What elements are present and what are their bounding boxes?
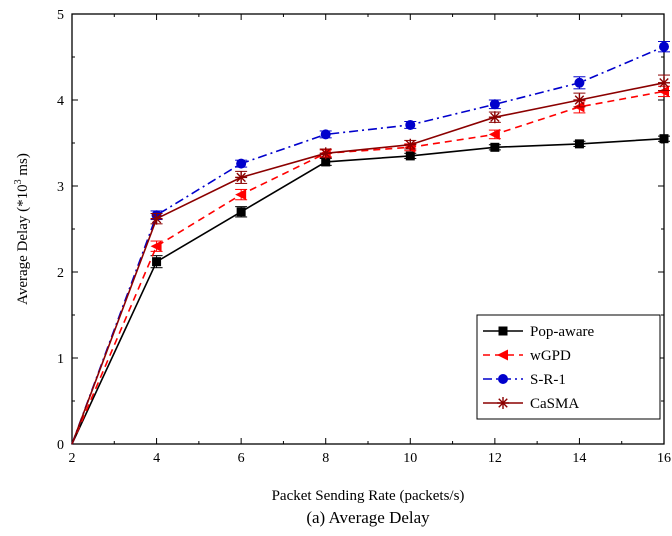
legend-label: S-R-1 (530, 372, 566, 388)
data-point (405, 119, 416, 130)
y-axis-label: Average Delay (*103 ms) (13, 153, 31, 305)
data-point (405, 151, 415, 161)
data-point (321, 157, 331, 167)
data-point (236, 207, 246, 217)
legend-label: Pop-aware (530, 324, 594, 340)
legend-item: CaSMA (483, 396, 579, 412)
x-tick-label: 16 (657, 451, 671, 466)
series-line (71, 90, 665, 445)
legend-marker (498, 326, 508, 336)
legend-item: S-R-1 (483, 372, 566, 388)
data-point (490, 142, 500, 152)
legend-marker (497, 397, 509, 409)
x-tick-label: 2 (69, 451, 76, 466)
x-tick-label: 8 (322, 451, 329, 466)
x-axis-label: Packet Sending Rate (packets/s) (272, 488, 465, 504)
series-line (71, 137, 665, 445)
x-tick-label: 12 (488, 451, 502, 466)
legend-label: wGPD (530, 348, 571, 364)
data-point (235, 189, 247, 201)
x-tick-label: 10 (403, 451, 417, 466)
legend-item: wGPD (483, 348, 571, 364)
data-point (574, 139, 584, 149)
data-point (659, 41, 669, 52)
y-tick-label: 3 (57, 180, 64, 195)
data-point (319, 147, 332, 160)
y-tick-label: 2 (57, 266, 64, 281)
x-tick-label: 4 (153, 451, 160, 466)
data-point (404, 138, 417, 151)
series-line (71, 45, 665, 445)
figure-caption: (a) Average Delay (306, 508, 430, 527)
x-tick-label: 14 (572, 451, 586, 466)
data-point (320, 129, 331, 140)
data-point (152, 257, 162, 267)
data-point (150, 240, 162, 252)
series-line (71, 82, 665, 445)
series-layer (71, 41, 670, 445)
legend: Pop-aware wGPD S-R-1 CaSMA (476, 314, 661, 420)
data-point (659, 134, 669, 144)
data-point (658, 85, 669, 97)
legend-marker (498, 374, 508, 384)
legend-label: CaSMA (530, 396, 579, 412)
series-casma (71, 74, 670, 445)
x-tick-label: 6 (238, 451, 245, 466)
data-point (235, 171, 248, 184)
data-point (574, 77, 585, 88)
data-point (488, 111, 501, 124)
data-point (150, 212, 163, 225)
y-tick-label: 0 (57, 438, 64, 453)
data-point (236, 158, 247, 169)
data-point (488, 128, 500, 140)
series-s-r-1 (71, 41, 670, 445)
y-tick-label: 1 (57, 352, 64, 367)
y-tick-label: 4 (57, 94, 64, 109)
legend-marker (497, 349, 508, 361)
data-point (489, 99, 500, 110)
data-point (658, 76, 670, 89)
y-tick-label: 5 (57, 8, 64, 23)
data-point (573, 94, 586, 106)
legend-item: Pop-aware (483, 324, 594, 340)
series-pop-aware (71, 134, 670, 445)
